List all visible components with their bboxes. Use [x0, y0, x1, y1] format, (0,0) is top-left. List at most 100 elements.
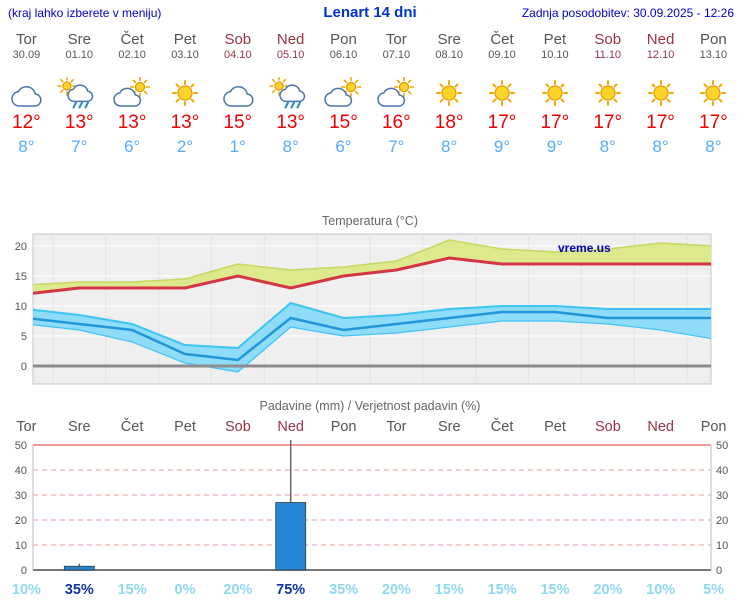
day-name: Čet	[490, 31, 514, 48]
forecast-day-2: Čet 02.10 13° 6°	[106, 26, 159, 157]
sunny-icon	[528, 76, 581, 110]
low-temp: 1°	[229, 137, 246, 156]
high-temp: 13°	[64, 112, 94, 133]
svg-text:40: 40	[716, 465, 728, 477]
svg-text:50: 50	[15, 440, 27, 452]
day-date: 06.10	[329, 49, 358, 61]
high-temp: 15°	[329, 112, 358, 133]
svg-text:15%: 15%	[540, 582, 569, 598]
sunny-icon	[423, 76, 476, 110]
forecast-table: Tor 30.09 12° 8° Sre 01.10 13° 7° Čet 02.10 13° 6° P…	[0, 26, 740, 157]
svg-text:Pet: Pet	[544, 419, 566, 435]
day-name: Pon	[330, 31, 357, 48]
svg-text:20: 20	[15, 241, 27, 253]
forecast-day-13: Pon 13.10 17° 8°	[687, 26, 740, 157]
sunny-icon	[476, 76, 529, 110]
high-temp: 18°	[434, 112, 464, 133]
high-temp: 13°	[276, 112, 305, 133]
precip-chart-title: Padavine (mm) / Verjetnost padavin (%)	[260, 399, 481, 413]
svg-text:Pet: Pet	[174, 419, 196, 435]
day-name: Pet	[173, 31, 197, 48]
day-date: 01.10	[65, 49, 94, 61]
low-temp: 9°	[546, 137, 563, 156]
low-temp: 9°	[493, 137, 511, 156]
svg-text:20%: 20%	[223, 582, 252, 598]
sunny-icon	[687, 76, 740, 110]
menu-hint: (kraj lahko izberete v meniju)	[8, 6, 162, 20]
forecast-day-5: Ned 05.10 13° 8°	[264, 26, 317, 157]
svg-text:0%: 0%	[175, 582, 196, 598]
cloudy-icon	[211, 76, 264, 110]
svg-text:10%: 10%	[12, 582, 41, 598]
svg-text:Ned: Ned	[277, 419, 304, 435]
sun-shower-icon	[264, 76, 317, 110]
svg-text:30: 30	[716, 490, 728, 502]
svg-text:Tor: Tor	[386, 419, 406, 435]
watermark: vreme.us	[558, 241, 611, 255]
day-date: 04.10	[224, 49, 252, 61]
temperature-chart: Temperatura (°C) 0 5 10 15 20 vreme.us	[15, 214, 712, 385]
day-date: 10.10	[541, 49, 569, 61]
day-name: Sre	[437, 31, 461, 48]
svg-text:Čet: Čet	[491, 418, 514, 435]
svg-text:10: 10	[15, 301, 27, 313]
partly-cloudy-icon	[370, 76, 423, 110]
svg-text:15%: 15%	[118, 582, 147, 598]
svg-text:0: 0	[21, 361, 27, 373]
svg-text:20: 20	[15, 515, 27, 527]
day-name: Ned	[646, 31, 675, 48]
header: (kraj lahko izberete v meniju) Lenart 14…	[0, 3, 740, 25]
svg-text:10: 10	[15, 540, 27, 552]
day-date: 05.10	[276, 49, 305, 61]
day-date: 08.10	[435, 49, 463, 61]
svg-text:20: 20	[716, 515, 728, 527]
forecast-day-3: Pet 03.10 13° 2°	[159, 26, 212, 157]
precipitation-chart: Padavine (mm) / Verjetnost padavin (%) To…	[12, 399, 728, 598]
svg-text:15%: 15%	[435, 582, 464, 598]
svg-text:20%: 20%	[593, 582, 622, 598]
sunny-icon	[581, 76, 634, 110]
low-temp: 8°	[599, 137, 616, 156]
low-temp: 6°	[335, 137, 352, 156]
day-name: Sre	[67, 31, 91, 48]
last-updated: Zadnja posodobitev: 30.09.2025 - 12:26	[521, 6, 734, 20]
low-temp: 8°	[18, 137, 35, 156]
svg-text:Sob: Sob	[595, 419, 621, 435]
day-date: 13.10	[699, 49, 728, 61]
page-title: Lenart 14 dni	[323, 4, 417, 21]
forecast-day-1: Sre 01.10 13° 7°	[53, 26, 106, 157]
svg-text:Sre: Sre	[438, 419, 461, 435]
day-date: 07.10	[382, 49, 411, 61]
low-temp: 8°	[705, 137, 722, 156]
forecast-day-9: Čet 09.10 17° 9°	[476, 26, 529, 157]
cloudy-icon	[0, 76, 53, 110]
high-temp: 17°	[487, 112, 517, 133]
svg-text:20%: 20%	[382, 582, 411, 598]
forecast-day-7: Tor 07.10 16° 7°	[370, 26, 423, 157]
forecast-day-11: Sob 11.10 17° 8°	[581, 26, 634, 157]
svg-text:10: 10	[716, 540, 728, 552]
low-temp: 7°	[71, 137, 88, 156]
forecast-day-12: Ned 12.10 17° 8°	[634, 26, 687, 157]
day-name: Tor	[385, 31, 407, 48]
day-date: 09.10	[488, 49, 516, 61]
forecast-day-4: Sob 04.10 15° 1°	[211, 26, 264, 157]
forecast-day-6: Pon 06.10 15° 6°	[317, 26, 370, 157]
high-temp: 17°	[646, 112, 675, 133]
partly-cloudy-icon	[317, 76, 370, 110]
high-temp: 13°	[170, 112, 200, 133]
svg-text:Čet: Čet	[121, 418, 144, 435]
high-temp: 17°	[699, 112, 728, 133]
day-date: 30.09	[12, 49, 41, 61]
svg-text:10%: 10%	[646, 582, 675, 598]
day-date: 02.10	[118, 49, 146, 61]
low-temp: 8°	[441, 137, 458, 156]
low-temp: 8°	[282, 137, 299, 156]
low-temp: 2°	[176, 137, 194, 156]
low-temp: 6°	[123, 137, 141, 156]
svg-text:35%: 35%	[329, 582, 358, 598]
svg-text:0: 0	[21, 565, 27, 577]
low-temp: 8°	[652, 137, 669, 156]
sunny-icon	[159, 76, 212, 110]
forecast-day-10: Pet 10.10 17° 9°	[528, 26, 581, 157]
